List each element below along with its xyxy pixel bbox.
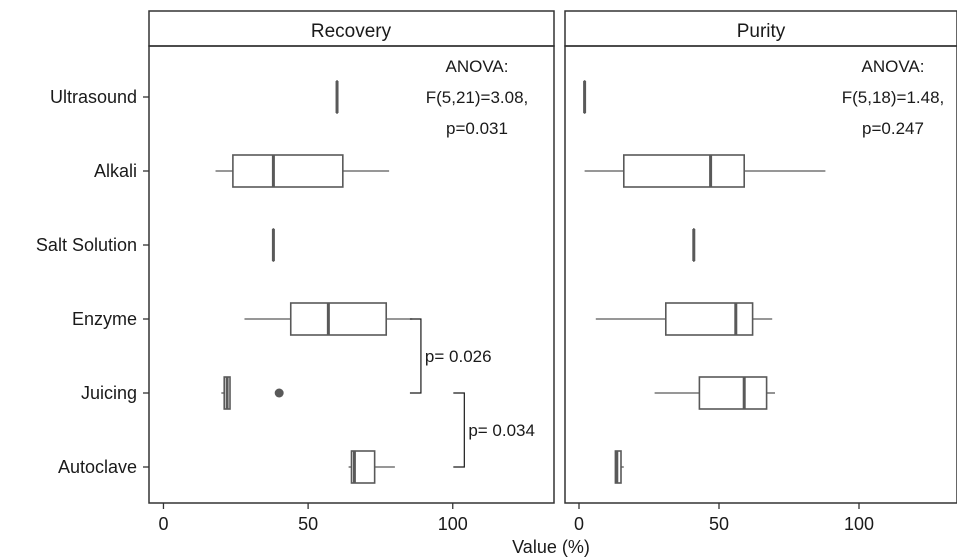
y-tick-label: Juicing: [81, 383, 137, 403]
y-tick-label: Enzyme: [72, 309, 137, 329]
box: [232, 154, 344, 188]
panel-title: Recovery: [311, 21, 392, 42]
anova-line-1: ANOVA:: [446, 57, 509, 76]
anova-line-3: p=0.031: [446, 119, 508, 138]
y-tick-label: Autoclave: [58, 457, 137, 477]
panel-marks: 0 50 100 p= 0.026 p= 0.034: [158, 80, 535, 534]
comparison-bracket: [409, 318, 422, 394]
box: [289, 302, 388, 336]
box: [622, 154, 745, 188]
comparison-label: p= 0.026: [425, 347, 492, 366]
x-tick-label: 100: [438, 514, 468, 534]
x-tick-label: 50: [709, 514, 729, 534]
panel-title: Purity: [737, 21, 786, 42]
x-tick-label: 0: [158, 514, 168, 534]
anova-line-1: ANOVA:: [862, 57, 925, 76]
box: [664, 302, 754, 336]
anova-line-3: p=0.247: [862, 119, 924, 138]
panel-recovery: Recovery ANOVA: F(5,21)=3.08, p=0.031 0 5…: [148, 10, 555, 534]
x-tick-label: 0: [574, 514, 584, 534]
panel-strip: [148, 10, 555, 47]
anova-line-2: F(5,18)=1.48,: [842, 88, 945, 107]
x-tick-label: 100: [844, 514, 874, 534]
panel-purity: Purity ANOVA: F(5,18)=1.48, p=0.247 0 50 1…: [564, 10, 957, 534]
comparison-label: p= 0.034: [468, 421, 535, 440]
y-tick-label: Alkali: [94, 161, 137, 181]
panel-border: [564, 45, 957, 504]
panel-border: [148, 45, 555, 504]
comparison-bracket: [453, 392, 465, 468]
box: [350, 450, 376, 484]
y-axis: Ultrasound Alkali Salt Solution Enzyme Juici…: [36, 87, 149, 477]
x-axis-title: Value (%): [512, 537, 590, 557]
panel-marks: 0 50 100: [574, 80, 874, 534]
y-tick-label: Salt Solution: [36, 235, 137, 255]
y-tick-label: Ultrasound: [50, 87, 137, 107]
outlier-point: [274, 388, 284, 398]
x-tick-label: 50: [298, 514, 318, 534]
box: [698, 376, 768, 410]
anova-line-2: F(5,21)=3.08,: [426, 88, 529, 107]
